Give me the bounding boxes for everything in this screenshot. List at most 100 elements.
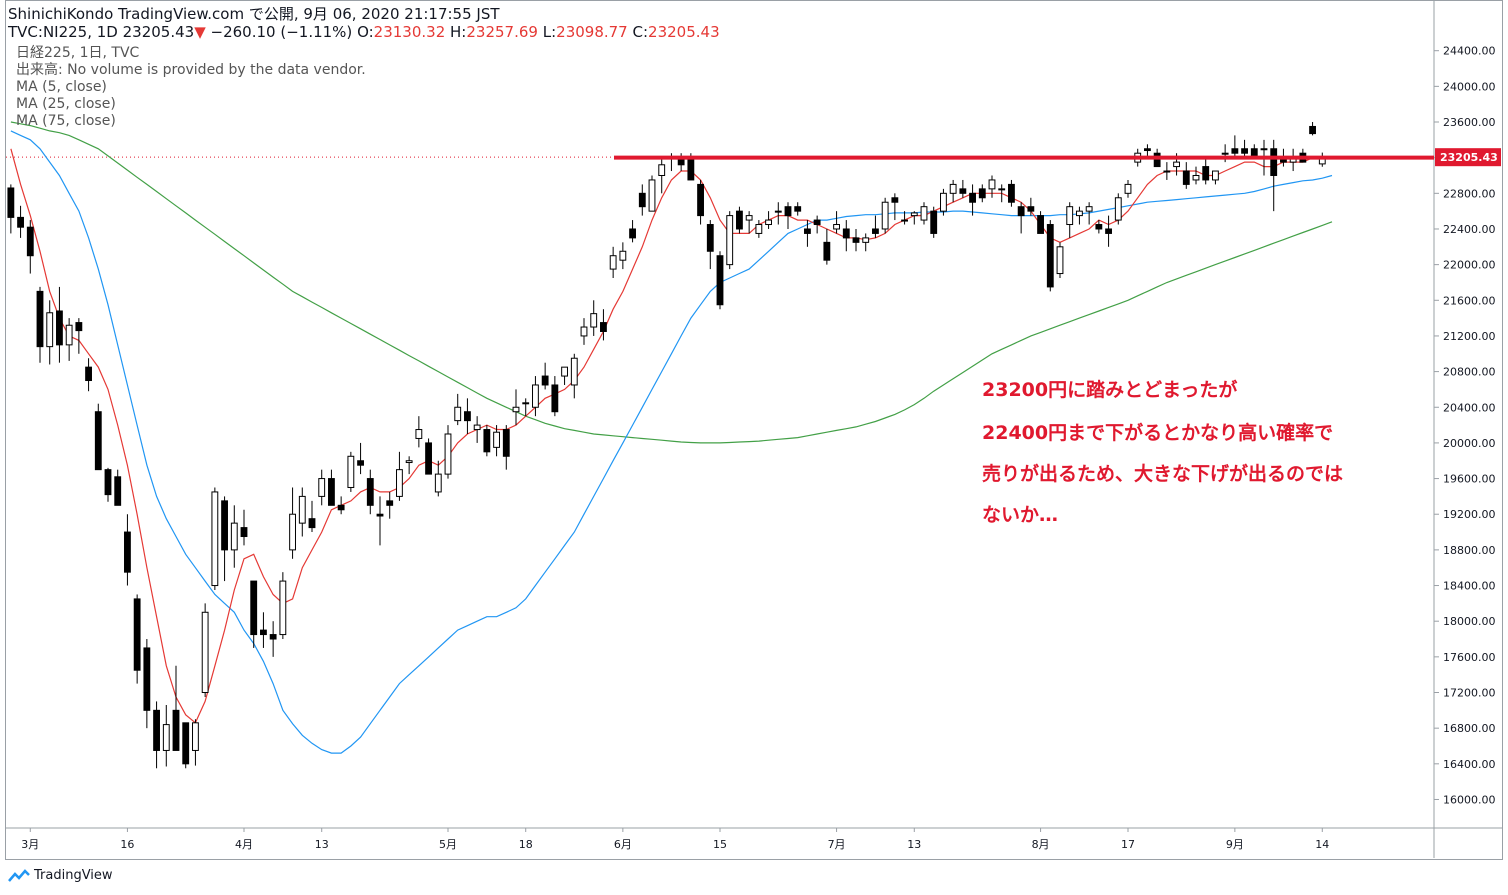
legend-ma75[interactable]: MA (75, close) [16,113,116,129]
candle-body[interactable] [1037,215,1044,234]
candle-body[interactable] [1017,206,1025,217]
candle-body[interactable] [269,634,277,640]
candle-body[interactable] [454,406,462,422]
candle-body[interactable] [56,310,63,346]
candle-body[interactable] [114,476,122,506]
candle-body[interactable] [201,611,209,694]
candle-body[interactable] [124,531,131,573]
candle-body[interactable] [1221,152,1229,155]
candle-body[interactable] [1076,210,1083,217]
candle-body[interactable] [629,228,636,239]
candle-body[interactable] [250,580,258,636]
candle-body[interactable] [823,241,831,261]
candle-body[interactable] [1105,228,1112,234]
candle-body[interactable] [551,384,559,413]
candle-body[interactable] [862,237,870,243]
candle-body[interactable] [570,357,578,386]
candle-body[interactable] [483,429,491,453]
candle-body[interactable] [65,324,73,346]
candle-body[interactable] [590,313,598,328]
candle-body[interactable] [1173,161,1180,168]
candle-body[interactable] [920,206,928,221]
candle-body[interactable] [425,442,432,475]
candle-body[interactable] [784,206,792,217]
candle-body[interactable] [891,197,899,203]
candle-body[interactable] [444,433,452,475]
candle-body[interactable] [182,722,190,765]
candle-body[interactable] [1124,183,1132,194]
candle-body[interactable] [415,429,423,439]
candle-body[interactable] [1027,206,1035,212]
candle-body[interactable] [580,326,588,337]
candle-body[interactable] [512,406,520,413]
candle-body[interactable] [386,500,394,506]
footer-brand[interactable]: TradingView [8,868,113,883]
candle-body[interactable] [337,504,345,511]
candle-body[interactable] [1144,148,1151,152]
candle-body[interactable] [988,179,996,190]
candle-body[interactable] [774,210,782,213]
candle-body[interactable] [172,709,180,751]
candle-body[interactable] [998,188,1006,191]
candle-body[interactable] [464,411,471,422]
candle-body[interactable] [279,580,287,636]
candle-body[interactable] [308,518,316,529]
candle-body[interactable] [969,192,976,203]
candle-body[interactable] [658,164,666,176]
candle-body[interactable] [1192,174,1200,181]
candle-body[interactable] [697,183,704,217]
candle-body[interactable] [804,228,811,234]
candle-body[interactable] [347,455,355,488]
candle-body[interactable] [619,250,627,261]
candle-body[interactable] [493,431,500,448]
candle-body[interactable] [609,255,617,270]
candle-body[interactable] [726,215,734,266]
candle-body[interactable] [706,224,714,252]
candle-body[interactable] [328,478,335,506]
candle-body[interactable] [376,513,384,517]
candle-body[interactable] [85,366,92,382]
candle-body[interactable] [405,460,413,464]
candle-body[interactable] [1202,166,1210,181]
candle-body[interactable] [434,473,442,493]
candle-body[interactable] [192,722,199,751]
candle-body[interactable] [1241,148,1248,154]
candle-body[interactable] [502,429,510,457]
candle-body[interactable] [46,312,54,348]
candle-body[interactable] [852,237,860,243]
candle-body[interactable] [1260,148,1268,151]
candle-body[interactable] [26,226,34,257]
candle-body[interactable] [910,212,918,217]
candle-body[interactable] [162,724,170,751]
legend-ma25[interactable]: MA (25, close) [16,96,116,112]
candle-body[interactable] [133,598,141,671]
candle-body[interactable] [366,478,374,506]
candle-body[interactable] [600,322,607,332]
candle-body[interactable] [221,500,228,551]
candle-body[interactable] [687,157,695,181]
candle-body[interactable] [94,411,102,471]
candle-body[interactable] [940,192,947,212]
legend-ma5[interactable]: MA (5, close) [16,79,107,95]
candle-body[interactable] [318,478,326,497]
candle-body[interactable] [1182,170,1190,185]
candle-body[interactable] [396,469,403,497]
candle-body[interactable] [7,187,15,218]
candle-body[interactable] [153,709,160,751]
candle-body[interactable] [143,647,151,711]
candle-body[interactable] [959,188,967,194]
candle-body[interactable] [1163,170,1171,173]
candle-body[interactable] [240,527,248,538]
candle-body[interactable] [1212,170,1219,181]
candle-body[interactable] [1008,183,1015,203]
candle-body[interactable] [881,201,889,230]
candle-body[interactable] [1114,197,1122,221]
candle-body[interactable] [901,219,908,222]
candle-body[interactable] [1085,206,1093,212]
candle-body[interactable] [473,424,481,431]
candle-body[interactable] [716,255,724,306]
candle-body[interactable] [36,290,44,348]
candle-body[interactable] [1231,148,1239,154]
candle-body[interactable] [755,224,763,234]
